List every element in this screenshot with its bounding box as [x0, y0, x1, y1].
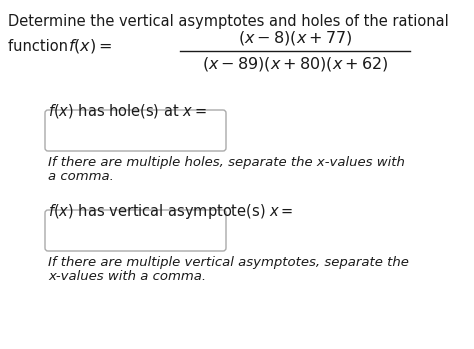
FancyBboxPatch shape	[45, 210, 226, 251]
Text: Determine the vertical asymptotes and holes of the rational: Determine the vertical asymptotes and ho…	[8, 14, 449, 29]
Text: function: function	[8, 39, 73, 54]
Text: $f(x)$ has hole(s) at $x = $: $f(x)$ has hole(s) at $x = $	[48, 102, 207, 120]
Text: a comma.: a comma.	[48, 170, 114, 183]
Text: x-values with a comma.: x-values with a comma.	[48, 270, 206, 283]
Text: If there are multiple holes, separate the x-values with: If there are multiple holes, separate th…	[48, 156, 405, 169]
Text: $(x - 8)(x + 77)$: $(x - 8)(x + 77)$	[238, 29, 352, 47]
Text: If there are multiple vertical asymptotes, separate the: If there are multiple vertical asymptote…	[48, 256, 409, 269]
Text: $(x - 89)(x + 80)(x + 62)$: $(x - 89)(x + 80)(x + 62)$	[202, 55, 388, 73]
FancyBboxPatch shape	[45, 110, 226, 151]
Text: $f(x)$ has vertical asymptote(s) $x = $: $f(x)$ has vertical asymptote(s) $x = $	[48, 202, 293, 221]
Text: $f(x) =$: $f(x) =$	[68, 37, 112, 55]
